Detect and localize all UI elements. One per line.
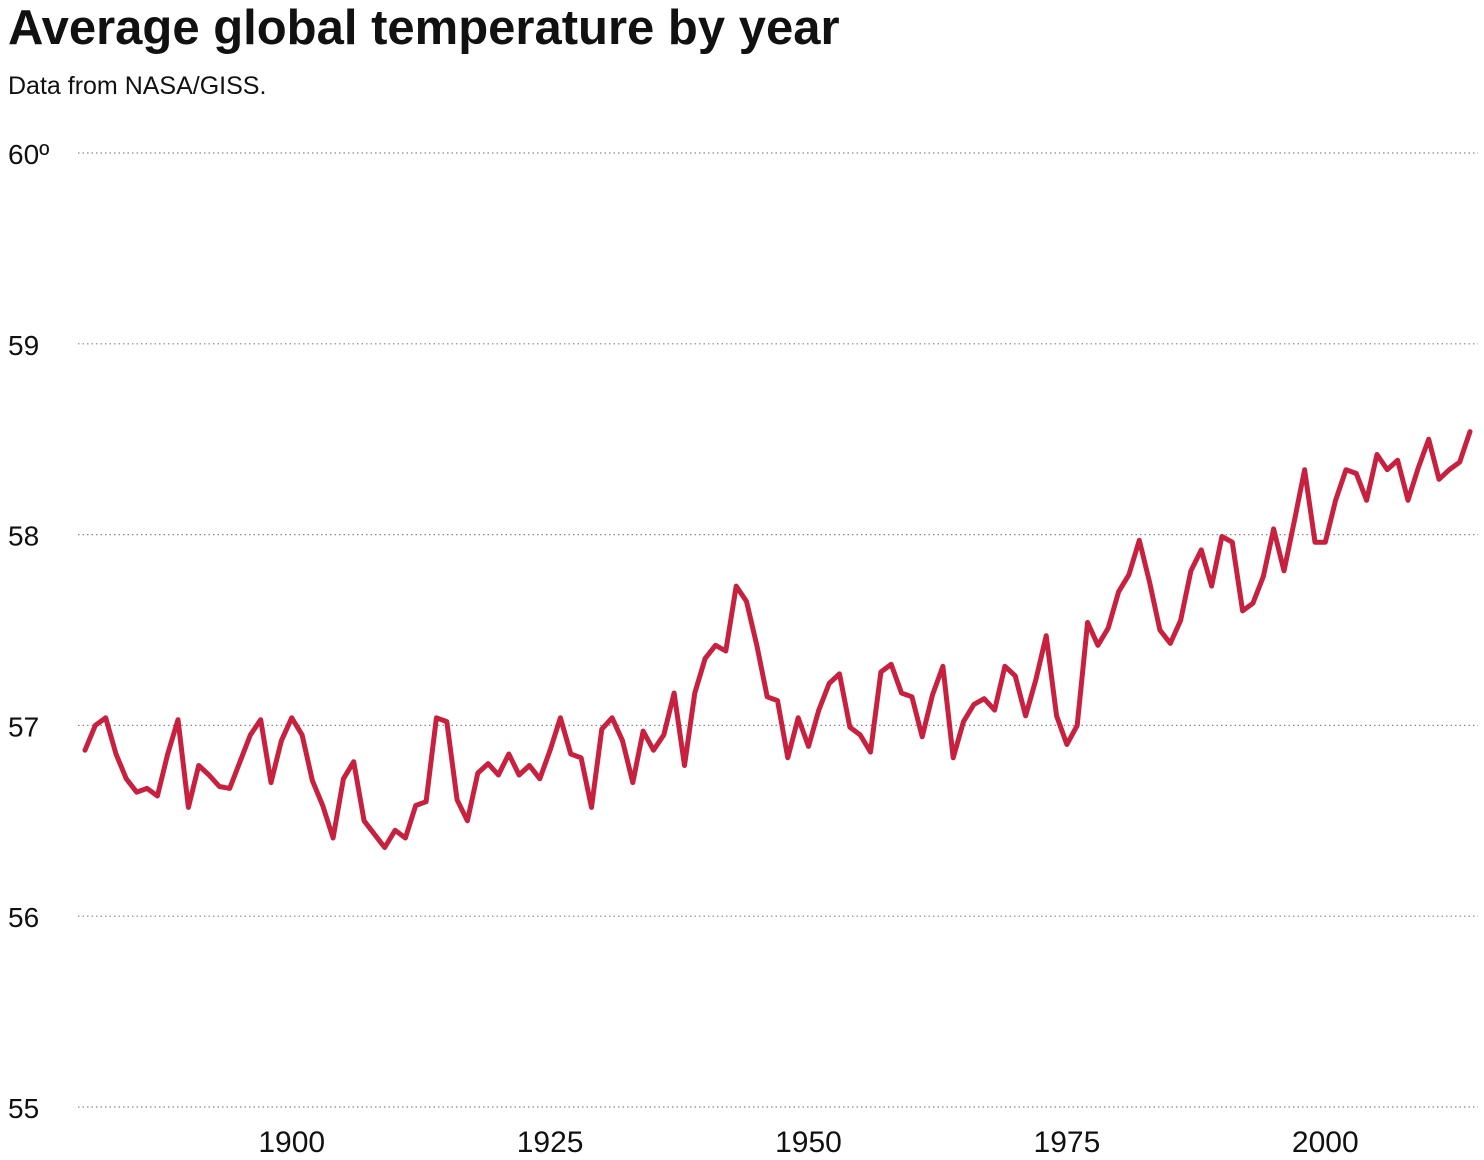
x-tick-label: 1975 — [1034, 1126, 1101, 1159]
chart-subtitle: Data from NASA/GISS. — [8, 72, 266, 100]
y-tick-label: 55 — [8, 1093, 39, 1124]
x-tick-label: 2000 — [1292, 1126, 1359, 1159]
x-tick-label: 1900 — [258, 1126, 325, 1159]
x-tick-label: 1950 — [775, 1126, 842, 1159]
chart-title: Average global temperature by year — [8, 1, 840, 55]
x-tick-label: 1925 — [517, 1126, 584, 1159]
y-tick-label: 56 — [8, 902, 39, 933]
y-tick-label: 60º — [8, 139, 49, 170]
y-tick-label: 58 — [8, 521, 39, 552]
y-tick-label: 59 — [8, 330, 39, 361]
temperature-line — [82, 429, 1473, 850]
y-tick-label: 57 — [8, 711, 39, 742]
